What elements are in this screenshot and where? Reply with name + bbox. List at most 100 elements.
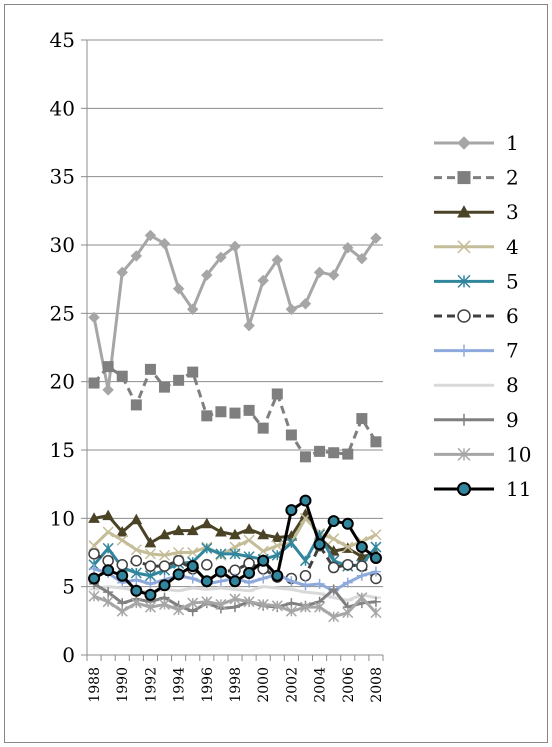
legend-item-10: 10 — [434, 442, 531, 466]
series-11 — [88, 494, 382, 601]
data-point — [271, 600, 283, 612]
data-point — [229, 240, 241, 253]
data-point — [158, 528, 171, 540]
data-point — [116, 525, 129, 537]
gridlines — [87, 39, 383, 588]
data-point — [172, 283, 185, 295]
data-point — [158, 598, 171, 610]
y-tick-label: 35 — [50, 165, 75, 189]
data-point — [158, 560, 171, 572]
data-point — [200, 517, 213, 529]
data-point — [172, 554, 185, 567]
data-point — [356, 413, 368, 425]
data-point — [187, 546, 199, 559]
data-point — [327, 561, 340, 574]
legend-item-3: 3 — [434, 200, 519, 224]
data-point — [173, 374, 185, 386]
legend-label: 11 — [506, 477, 531, 501]
data-point — [102, 526, 114, 538]
legend-item-1: 1 — [434, 131, 519, 155]
legend-label: 5 — [506, 269, 519, 293]
data-point — [131, 574, 142, 585]
data-point — [257, 422, 269, 434]
data-point — [88, 377, 100, 389]
data-point — [172, 524, 185, 536]
data-point — [116, 559, 128, 571]
data-point — [342, 607, 354, 619]
data-point — [328, 447, 340, 459]
legend-label: 3 — [506, 200, 519, 224]
x-tick-label: 1994 — [172, 667, 188, 703]
legend-marker — [457, 309, 471, 323]
data-point — [229, 528, 241, 540]
data-point — [116, 370, 128, 382]
data-point — [229, 593, 241, 605]
data-point — [130, 554, 143, 567]
y-tick-label: 15 — [50, 438, 75, 462]
data-point — [88, 590, 100, 602]
data-point — [200, 575, 213, 588]
data-point — [215, 548, 227, 560]
legend-item-11: 11 — [434, 477, 531, 501]
data-point — [285, 303, 298, 315]
data-point — [144, 536, 157, 548]
data-point — [356, 252, 368, 265]
data-point — [243, 596, 255, 608]
data-point — [187, 366, 199, 378]
data-point — [215, 576, 226, 587]
data-point — [370, 541, 382, 553]
data-point — [257, 528, 270, 540]
data-point — [271, 531, 284, 542]
data-point — [144, 229, 157, 242]
legend-marker — [457, 482, 471, 496]
x-tick-label: 2008 — [369, 667, 385, 703]
data-point — [271, 388, 283, 400]
data-point — [243, 534, 255, 546]
data-point — [286, 576, 297, 587]
data-point — [342, 448, 354, 460]
data-point — [88, 311, 100, 324]
data-point — [243, 319, 255, 332]
data-point — [229, 575, 241, 588]
y-tick-label: 20 — [50, 370, 75, 394]
data-point — [285, 429, 297, 441]
data-point — [328, 611, 340, 623]
data-point — [102, 564, 115, 577]
legend-marker — [457, 447, 471, 461]
data-point — [88, 548, 100, 560]
legend: 1 2 3 4 5 6 7 8 9 10 11 — [434, 131, 531, 501]
y-tick-label: 25 — [50, 301, 75, 325]
series-1 — [88, 229, 382, 396]
data-point — [314, 601, 326, 613]
data-point — [201, 559, 213, 571]
series-3 — [88, 508, 382, 562]
data-point — [130, 584, 143, 597]
data-point — [102, 509, 114, 521]
legend-label: 6 — [506, 304, 519, 328]
legend-marker — [457, 274, 471, 288]
data-point — [88, 540, 100, 552]
data-point — [356, 570, 367, 581]
data-point — [257, 274, 269, 287]
data-point — [342, 577, 353, 588]
data-point — [271, 254, 283, 266]
data-point — [257, 545, 269, 557]
y-tick-label: 5 — [62, 575, 75, 599]
data-point — [214, 565, 227, 578]
data-point — [369, 551, 382, 564]
data-point — [300, 580, 311, 591]
chart-frame — [4, 4, 548, 743]
data-point — [299, 298, 312, 310]
data-point — [271, 540, 283, 552]
data-point — [158, 237, 171, 250]
data-point — [186, 524, 199, 536]
data-point — [159, 381, 171, 393]
legend-item-8: 8 — [434, 373, 519, 397]
data-point — [116, 569, 129, 582]
data-point — [102, 554, 114, 567]
x-tick-label: 2000 — [256, 667, 272, 703]
data-point — [116, 605, 128, 617]
y-tick-label: 40 — [50, 96, 75, 120]
data-point — [257, 598, 269, 610]
